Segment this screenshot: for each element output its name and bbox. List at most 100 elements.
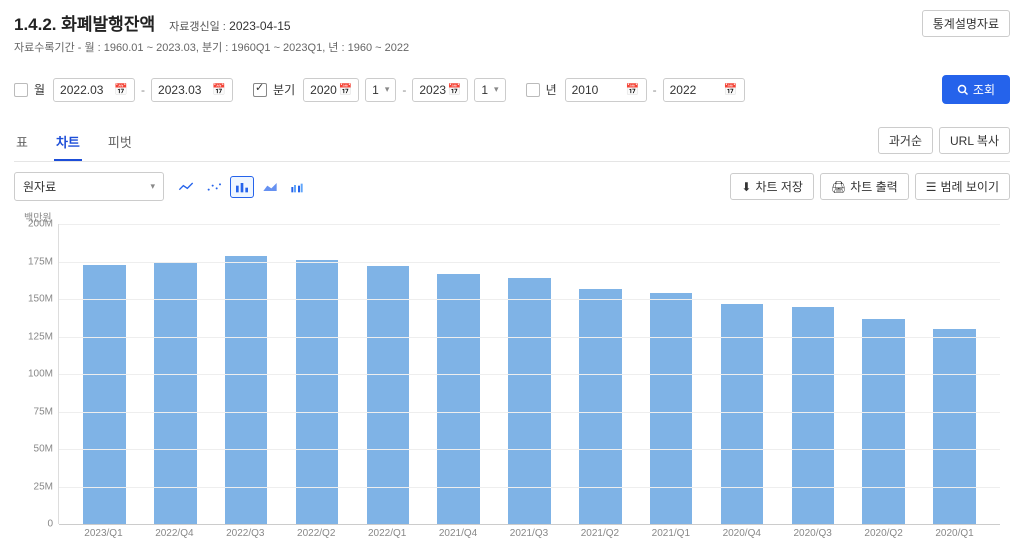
bar[interactable] — [650, 293, 693, 524]
bar[interactable] — [154, 263, 197, 524]
print-icon: 🖨 — [831, 180, 846, 194]
x-tick-label: 2020/Q2 — [848, 528, 919, 539]
chart-type-toggle — [174, 176, 310, 198]
sort-order-button[interactable]: 과거순 — [878, 127, 933, 154]
tab-pivot[interactable]: 피벗 — [106, 124, 134, 161]
y-tick-label: 75M — [19, 406, 53, 417]
x-axis: 2023/Q12022/Q42022/Q32022/Q22022/Q12021/… — [58, 524, 1000, 539]
x-tick-label: 2021/Q2 — [564, 528, 635, 539]
gridline — [59, 374, 1000, 375]
gridline — [59, 224, 1000, 225]
chart-toolbar: 원자료 ▾ ⬇차트 저장 🖨차트 출력 ☰범례 보이기 — [14, 172, 1010, 201]
x-tick-label: 2022/Q4 — [139, 528, 210, 539]
y-tick-label: 150M — [19, 294, 53, 305]
bar[interactable] — [792, 307, 835, 525]
x-tick-label: 2022/Q1 — [352, 528, 423, 539]
gridline — [59, 449, 1000, 450]
year-checkbox[interactable] — [526, 83, 540, 97]
toolbar-right: ⬇차트 저장 🖨차트 출력 ☰범례 보이기 — [730, 173, 1010, 200]
range-separator: - — [402, 83, 406, 97]
y-tick-label: 0 — [19, 519, 53, 530]
search-label: 조회 — [973, 81, 995, 98]
quarter-q-to[interactable]: 1▾ — [474, 78, 505, 102]
quarter-q-from[interactable]: 1▾ — [365, 78, 396, 102]
data-type-value: 원자료 — [23, 178, 56, 195]
range-separator: - — [141, 83, 145, 97]
y-tick-label: 50M — [19, 444, 53, 455]
y-tick-label: 25M — [19, 481, 53, 492]
year-from-input[interactable]: 2010📅 — [565, 78, 647, 102]
bar[interactable] — [83, 265, 126, 525]
bar[interactable] — [225, 256, 268, 525]
tab-chart[interactable]: 차트 — [54, 124, 82, 161]
page-title: 1.4.2. 화폐발행잔액 — [14, 10, 155, 35]
bar[interactable] — [862, 319, 905, 525]
search-button[interactable]: 조회 — [942, 75, 1010, 104]
download-icon: ⬇ — [741, 180, 751, 194]
data-type-select[interactable]: 원자료 ▾ — [14, 172, 164, 201]
quarter-checkbox[interactable] — [253, 83, 267, 97]
year-to-input[interactable]: 2022📅 — [663, 78, 745, 102]
chart-plot: 200M175M150M125M100M75M50M25M0 — [58, 224, 1000, 524]
x-tick-label: 2023/Q1 — [68, 528, 139, 539]
quarter-year-to[interactable]: 2023📅 — [412, 78, 468, 102]
stat-doc-button[interactable]: 통계설명자료 — [922, 10, 1010, 37]
toolbar-left: 원자료 ▾ — [14, 172, 310, 201]
period-info: 자료수록기간 - 월 : 1960.01 ~ 2023.03, 분기 : 196… — [14, 39, 409, 55]
gridline — [59, 412, 1000, 413]
stat-doc-label: 통계설명자료 — [933, 15, 999, 32]
update-label: 자료갱신일 : — [169, 21, 226, 33]
title-row: 1.4.2. 화폐발행잔액 자료갱신일 : 2023-04-15 — [14, 10, 409, 35]
quarter-label: 분기 — [273, 81, 295, 98]
month-to-input[interactable]: 2023.03📅 — [151, 78, 233, 102]
calendar-icon: 📅 — [212, 83, 226, 96]
tabs-actions: 과거순 URL 복사 — [878, 127, 1010, 158]
tab-table[interactable]: 표 — [14, 124, 30, 161]
y-tick-label: 100M — [19, 369, 53, 380]
x-tick-label: 2021/Q1 — [635, 528, 706, 539]
chevron-down-icon: ▾ — [385, 84, 390, 95]
chart-area: 백만원 200M175M150M125M100M75M50M25M0 2023/… — [14, 209, 1010, 539]
chart-type-line-icon[interactable] — [174, 176, 198, 198]
url-copy-button[interactable]: URL 복사 — [939, 127, 1010, 154]
month-checkbox[interactable] — [14, 83, 28, 97]
chevron-down-icon: ▾ — [150, 181, 155, 192]
header-left: 1.4.2. 화폐발행잔액 자료갱신일 : 2023-04-15 자료수록기간 … — [14, 10, 409, 55]
chart-type-bar-icon[interactable] — [230, 176, 254, 198]
gridline — [59, 487, 1000, 488]
gridline — [59, 262, 1000, 263]
legend-icon: ☰ — [926, 180, 937, 194]
tabs: 표 차트 피벗 — [14, 124, 134, 161]
range-separator: - — [653, 83, 657, 97]
bar[interactable] — [367, 266, 410, 524]
y-axis-title: 백만원 — [24, 209, 1010, 224]
year-label: 년 — [546, 81, 557, 98]
x-tick-label: 2020/Q1 — [919, 528, 990, 539]
y-tick-label: 200M — [19, 219, 53, 230]
x-tick-label: 2020/Q3 — [777, 528, 848, 539]
calendar-icon: 📅 — [114, 83, 128, 96]
month-label: 월 — [34, 81, 45, 98]
gridline — [59, 337, 1000, 338]
legend-toggle-button[interactable]: ☰범례 보이기 — [915, 173, 1010, 200]
save-chart-button[interactable]: ⬇차트 저장 — [730, 173, 814, 200]
x-tick-label: 2021/Q3 — [494, 528, 565, 539]
update-date-wrap: 자료갱신일 : 2023-04-15 — [169, 18, 290, 34]
chevron-down-icon: ▾ — [494, 84, 499, 95]
quarter-year-from[interactable]: 2020📅 — [303, 78, 359, 102]
calendar-icon: 📅 — [448, 83, 462, 96]
chart-type-grouped-icon[interactable] — [286, 176, 310, 198]
bar[interactable] — [579, 289, 622, 525]
chart-type-area-icon[interactable] — [258, 176, 282, 198]
bar[interactable] — [933, 329, 976, 524]
gridline — [59, 299, 1000, 300]
y-tick-label: 175M — [19, 256, 53, 267]
calendar-icon: 📅 — [724, 83, 738, 96]
print-chart-button[interactable]: 🖨차트 출력 — [820, 173, 909, 200]
chart-type-scatter-icon[interactable] — [202, 176, 226, 198]
filter-bar: 월 2022.03📅 - 2023.03📅 분기 2020📅 1▾ - 2023… — [14, 69, 1010, 110]
x-tick-label: 2021/Q4 — [423, 528, 494, 539]
month-from-input[interactable]: 2022.03📅 — [53, 78, 135, 102]
update-date: 2023-04-15 — [229, 19, 290, 33]
tabs-row: 표 차트 피벗 과거순 URL 복사 — [14, 124, 1010, 162]
